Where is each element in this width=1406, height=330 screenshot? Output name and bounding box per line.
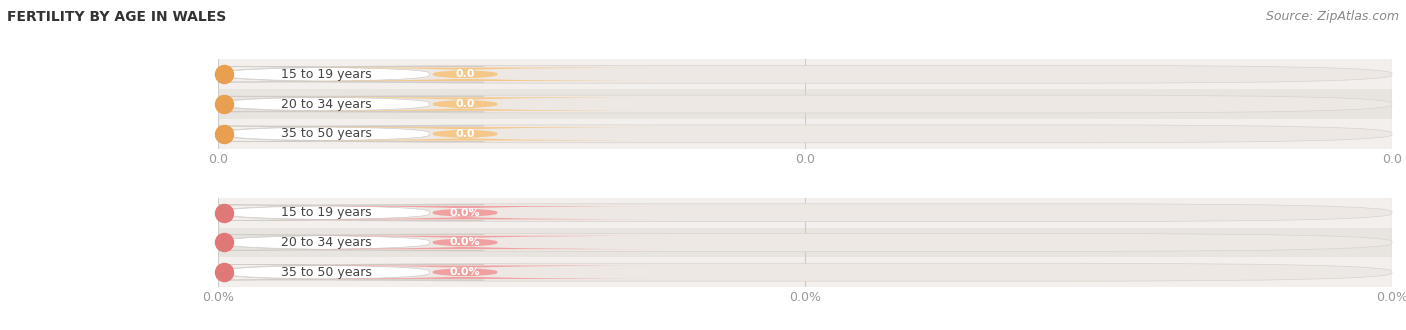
FancyBboxPatch shape: [169, 126, 484, 142]
Bar: [218, 257, 1392, 287]
Text: FERTILITY BY AGE IN WALES: FERTILITY BY AGE IN WALES: [7, 10, 226, 24]
FancyBboxPatch shape: [260, 127, 671, 141]
Text: 0.0: 0.0: [456, 129, 475, 139]
Text: Source: ZipAtlas.com: Source: ZipAtlas.com: [1265, 10, 1399, 23]
Text: 0.0: 0.0: [456, 99, 475, 109]
FancyBboxPatch shape: [169, 264, 484, 280]
FancyBboxPatch shape: [260, 206, 671, 219]
FancyBboxPatch shape: [218, 95, 1392, 113]
FancyBboxPatch shape: [260, 68, 671, 81]
FancyBboxPatch shape: [169, 96, 484, 112]
FancyBboxPatch shape: [218, 204, 1392, 222]
Text: 0.0%: 0.0%: [450, 238, 481, 248]
FancyBboxPatch shape: [218, 65, 1392, 83]
Text: 0.0%: 0.0%: [450, 208, 481, 218]
Bar: [218, 89, 1392, 119]
FancyBboxPatch shape: [260, 236, 671, 249]
Text: 35 to 50 years: 35 to 50 years: [281, 127, 373, 140]
Bar: [218, 59, 1392, 89]
Text: 20 to 34 years: 20 to 34 years: [281, 98, 371, 111]
FancyBboxPatch shape: [260, 97, 671, 111]
Bar: [218, 228, 1392, 257]
Text: 0.0%: 0.0%: [450, 267, 481, 277]
FancyBboxPatch shape: [169, 66, 484, 82]
Bar: [218, 119, 1392, 149]
FancyBboxPatch shape: [218, 125, 1392, 143]
Text: 20 to 34 years: 20 to 34 years: [281, 236, 371, 249]
FancyBboxPatch shape: [218, 263, 1392, 281]
FancyBboxPatch shape: [218, 234, 1392, 251]
Text: 0.0: 0.0: [456, 69, 475, 79]
FancyBboxPatch shape: [169, 235, 484, 250]
Bar: [218, 198, 1392, 228]
Text: 15 to 19 years: 15 to 19 years: [281, 206, 371, 219]
FancyBboxPatch shape: [260, 266, 671, 279]
FancyBboxPatch shape: [169, 205, 484, 220]
Text: 35 to 50 years: 35 to 50 years: [281, 266, 373, 279]
Text: 15 to 19 years: 15 to 19 years: [281, 68, 371, 81]
